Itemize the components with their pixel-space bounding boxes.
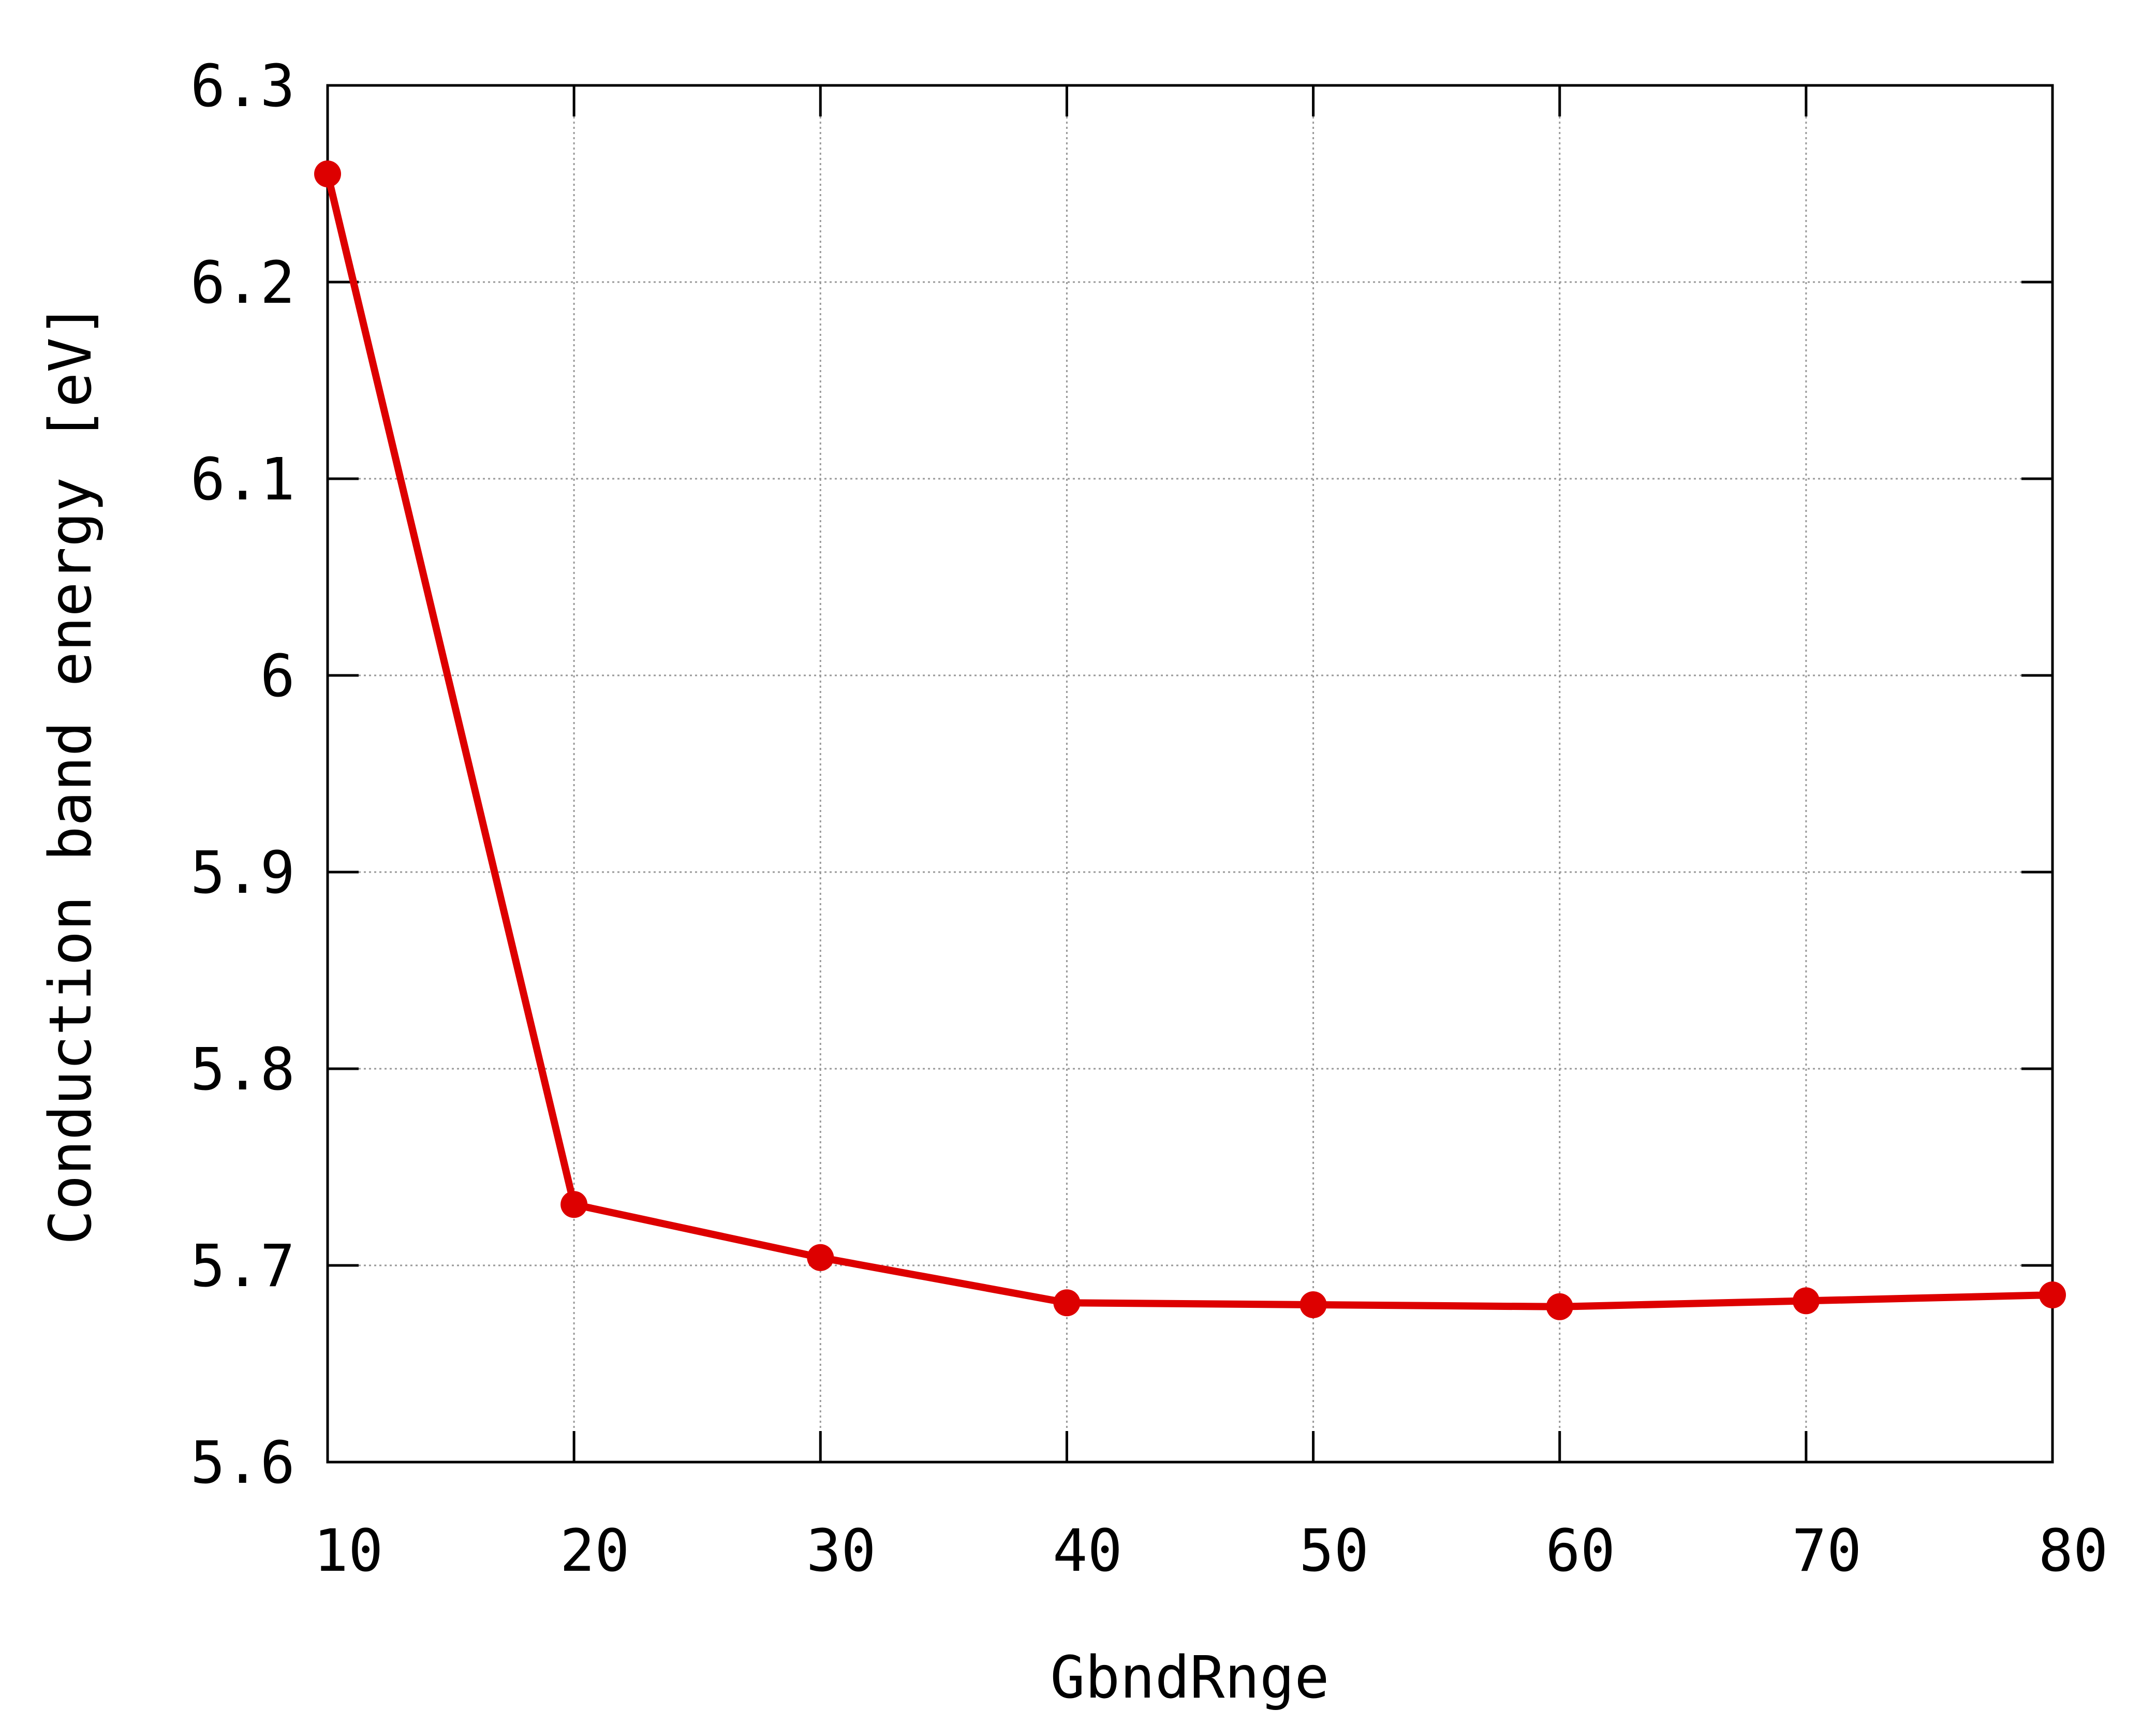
x-tick-label: 50: [1299, 1517, 1369, 1585]
x-tick-label: 30: [806, 1517, 876, 1585]
data-point: [560, 1191, 588, 1218]
y-tick-label: 6.2: [190, 249, 295, 317]
y-tick-label: 6.1: [190, 446, 295, 513]
x-tick-label: 80: [2039, 1517, 2108, 1585]
y-tick-label: 5.7: [190, 1233, 295, 1300]
data-point: [2039, 1281, 2066, 1308]
y-tick-label: 5.8: [190, 1036, 295, 1103]
data-point: [807, 1244, 834, 1271]
x-tick-label: 60: [1545, 1517, 1615, 1585]
data-point: [1792, 1287, 1820, 1315]
plot-frame: [326, 84, 2054, 1464]
y-tick-label: 6: [260, 643, 295, 710]
x-tick-labels: 10 20 30 40 50 60 70 80: [314, 1517, 2108, 1585]
data-point: [314, 160, 341, 187]
y-tick-label: 6.3: [190, 53, 295, 120]
y-tick-labels: 5.6 5.7 5.8 5.9 6 6.1 6.2 6.3: [190, 53, 295, 1497]
grid: [328, 85, 2052, 1462]
x-tick-label: 20: [560, 1517, 630, 1585]
series: [314, 160, 2066, 1320]
y-tick-label: 5.6: [190, 1429, 295, 1497]
data-point: [1053, 1289, 1081, 1317]
data-point: [1299, 1291, 1327, 1318]
x-tick-label: 40: [1053, 1517, 1123, 1585]
y-axis-label: Conduction band energy [eV]: [37, 303, 105, 1245]
x-axis-label: GbndRnge: [1050, 1644, 1329, 1712]
data-point: [1546, 1293, 1573, 1320]
x-tick-label: 10: [314, 1517, 383, 1585]
y-tick-label: 5.9: [190, 839, 295, 907]
series-line: [324, 173, 2053, 1310]
x-tick-label: 70: [1792, 1517, 1862, 1585]
